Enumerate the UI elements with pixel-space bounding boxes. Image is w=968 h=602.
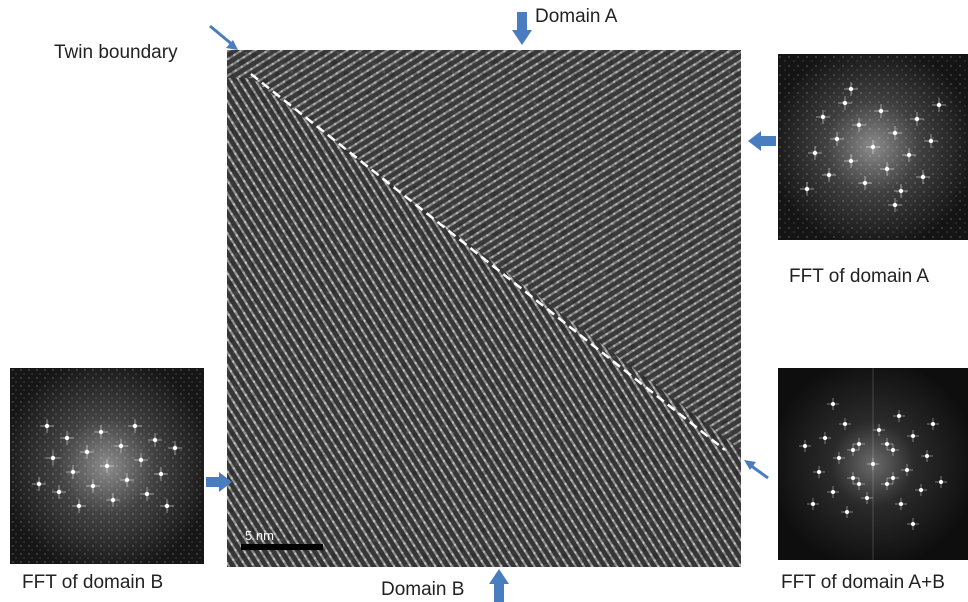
- twin-boundary-line: [250, 73, 726, 451]
- hrtem-micrograph: 5 nm: [227, 50, 741, 567]
- fft-domain-ab-image: [778, 368, 968, 560]
- arrow-diagonal-icon: [744, 460, 769, 480]
- arrow-down-icon: [512, 12, 532, 45]
- scale-bar: [241, 544, 323, 550]
- fft-domain-b-image: [10, 368, 204, 564]
- arrow-right-icon: [206, 472, 232, 492]
- fft-domain-b-label: FFT of domain B: [22, 572, 164, 593]
- fft-domain-a-image: [778, 54, 968, 240]
- arrow-diagonal-icon: [209, 24, 238, 50]
- arrow-up-icon: [489, 569, 509, 602]
- domain-a-label: Domain A: [535, 6, 618, 27]
- fft-domain-ab-label: FFT of domain A+B: [781, 572, 945, 593]
- twin-boundary-label: Twin boundary: [54, 42, 178, 63]
- scale-bar-label: 5 nm: [245, 528, 274, 543]
- arrow-left-icon: [748, 131, 776, 151]
- fft-domain-a-label: FFT of domain A: [789, 266, 930, 287]
- domain-b-label: Domain B: [381, 579, 465, 600]
